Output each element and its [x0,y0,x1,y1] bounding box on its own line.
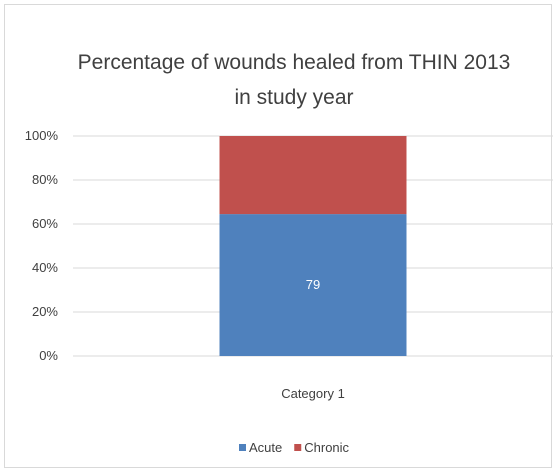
chart-title: Percentage of wounds healed from THIN 20… [78,51,511,74]
legend-label-chronic: Chronic [304,440,349,455]
bar-chronic [219,136,407,215]
y-tick-label: 0% [39,348,58,363]
x-axis-categories: Category 1 [281,386,345,401]
y-tick-label: 20% [32,304,58,319]
legend-label-acute: Acute [249,440,282,455]
legend: Acute Chronic [239,440,350,455]
y-tick-label: 100% [25,128,59,143]
y-tick-label: 40% [32,260,58,275]
chart-subtitle: in study year [234,86,353,109]
bar-acute [219,214,407,356]
chart-frame: Percentage of wounds healed from THIN 20… [4,4,553,468]
bars: 79 [219,136,407,356]
y-tick-label: 80% [32,172,58,187]
x-category-label: Category 1 [281,386,345,401]
y-tick-label: 60% [32,216,58,231]
data-label-acute: 79 [306,277,320,292]
chart-svg: Percentage of wounds healed from THIN 20… [25,51,553,455]
legend-swatch-acute [239,444,246,451]
legend-swatch-chronic [294,444,302,451]
y-axis-ticks: 0% 20% 40% 60% 80% 100% [25,128,59,363]
